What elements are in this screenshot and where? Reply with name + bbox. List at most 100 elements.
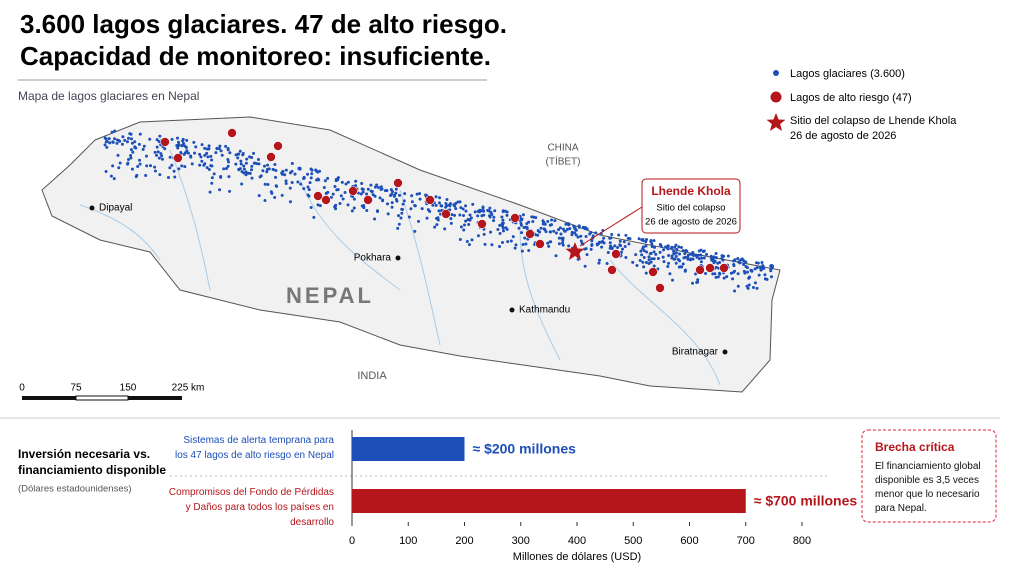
lake-dot: [417, 219, 421, 223]
lake-dot: [373, 185, 377, 189]
lake-dot: [193, 151, 197, 155]
lake-dot: [338, 202, 342, 206]
lake-dot: [467, 243, 471, 247]
lake-dot: [138, 162, 142, 166]
lake-dot: [573, 231, 577, 235]
lake-dot: [674, 243, 678, 247]
lake-dot: [666, 247, 670, 251]
lake-dot: [240, 182, 244, 186]
lake-dot: [401, 208, 405, 212]
city-dot: [509, 307, 515, 313]
lake-dot: [149, 164, 153, 168]
lake-dot: [644, 240, 648, 244]
lake-dot: [326, 176, 330, 180]
lake-dot: [685, 249, 689, 253]
lake-dot: [265, 170, 269, 174]
lake-dot: [182, 142, 186, 146]
lake-dot: [554, 231, 558, 235]
lake-dot: [733, 289, 737, 293]
lake-dot: [550, 218, 554, 222]
lake-dot: [420, 207, 424, 211]
lake-dot: [200, 143, 204, 147]
lake-dot: [757, 273, 761, 277]
lake-dot: [407, 215, 411, 219]
lake-dot: [274, 175, 278, 179]
scale-label: 150: [120, 383, 137, 394]
lake-dot: [379, 185, 383, 189]
lake-dot: [501, 218, 505, 222]
lake-dot: [461, 207, 465, 211]
lake-dot: [538, 230, 542, 234]
nepal-outline: [41, 116, 781, 393]
lake-dot: [242, 167, 246, 171]
lake-dot: [649, 251, 653, 255]
lake-dot: [157, 156, 161, 160]
lake-dot: [210, 164, 214, 168]
lake-dot: [173, 175, 177, 179]
city-dot: [722, 349, 728, 355]
lake-dot: [731, 277, 735, 281]
lake-dot: [514, 243, 518, 247]
lake-dot: [681, 249, 685, 253]
lake-dot: [413, 229, 417, 233]
lake-dot: [668, 272, 672, 276]
lake-dot: [129, 156, 133, 160]
high-risk-lake: [266, 152, 276, 162]
lake-dot: [732, 264, 736, 268]
lake-dot: [210, 158, 214, 162]
lake-dot: [418, 192, 422, 196]
lake-dot: [126, 136, 130, 140]
lake-dot: [436, 216, 440, 220]
lake-dot: [157, 139, 161, 143]
lake-dot: [397, 214, 401, 218]
lake-dot: [678, 252, 682, 256]
lake-dot: [158, 173, 162, 177]
lake-dot: [126, 161, 130, 165]
x-tick-label: 100: [399, 535, 417, 547]
lake-dot: [534, 216, 538, 220]
lake-dot: [445, 198, 449, 202]
lake-dot: [609, 244, 613, 248]
lake-dot: [433, 225, 437, 229]
lake-dot: [671, 278, 675, 282]
lake-dot: [113, 137, 117, 141]
lake-dot: [549, 230, 553, 234]
lake-dot: [520, 231, 524, 235]
lake-dot: [449, 221, 453, 225]
lake-dot: [624, 233, 628, 237]
lake-dot: [215, 147, 219, 151]
lake-dot: [158, 134, 162, 138]
lake-dot: [302, 187, 306, 191]
lake-dot: [208, 190, 212, 194]
lake-dot: [394, 197, 398, 201]
lake-dot: [608, 241, 612, 245]
lake-dot: [564, 222, 568, 226]
lake-dot: [459, 225, 463, 229]
lake-dot: [744, 260, 748, 264]
x-tick-label: 400: [568, 535, 586, 547]
lake-dot: [266, 182, 270, 186]
lake-dot: [736, 257, 740, 261]
lake-dot: [123, 138, 127, 142]
high-risk-lake: [321, 195, 331, 205]
high-risk-lake: [719, 263, 729, 273]
lake-dot: [628, 237, 632, 241]
lake-dot: [136, 164, 140, 168]
lake-dot: [137, 142, 141, 146]
lake-dot: [714, 275, 718, 279]
lake-dot: [700, 256, 704, 260]
lake-dot: [156, 150, 160, 154]
region-label: CHINA: [547, 143, 578, 154]
lake-dot: [226, 146, 230, 150]
lake-dot: [467, 223, 471, 227]
lake-dot: [234, 162, 238, 166]
lake-dot: [111, 164, 115, 168]
lake-dot: [554, 254, 558, 258]
gap-box: [861, 429, 997, 523]
lake-dot: [361, 187, 365, 191]
lake-dot: [677, 245, 681, 249]
lake-dot: [271, 167, 275, 171]
lake-dot: [492, 215, 496, 219]
lake-dot: [570, 230, 574, 234]
lake-dot: [524, 242, 528, 246]
